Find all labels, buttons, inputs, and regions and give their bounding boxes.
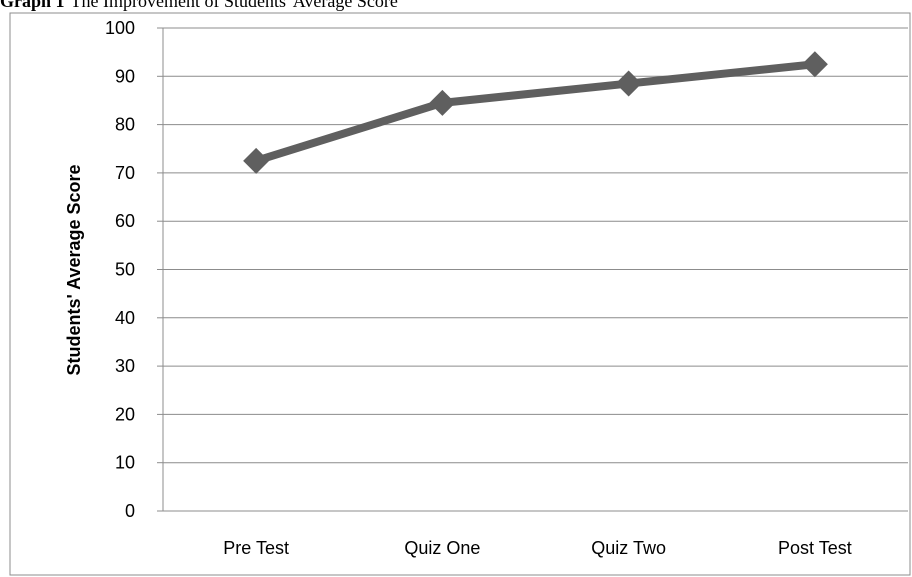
data-point-marker bbox=[615, 70, 642, 97]
y-tick-label: 70 bbox=[115, 163, 135, 183]
gridlines bbox=[163, 27, 908, 464]
y-tick-label: 50 bbox=[115, 260, 135, 280]
y-tick-label: 100 bbox=[105, 18, 135, 38]
y-tick-label: 10 bbox=[115, 453, 135, 473]
y-tick-label: 30 bbox=[115, 356, 135, 376]
y-tick-label: 60 bbox=[115, 211, 135, 231]
figure-caption-text: The Improvement of Students' Average Sco… bbox=[71, 0, 398, 11]
y-tick-label: 0 bbox=[125, 501, 135, 521]
data-point-marker bbox=[243, 147, 270, 174]
x-axis-ticks: Pre Test Quiz One Quiz Two Post Test bbox=[223, 538, 851, 558]
chart-area-frame bbox=[9, 12, 911, 576]
x-tick-label: Quiz One bbox=[404, 538, 480, 558]
figure-caption-label: Graph 1 bbox=[0, 0, 65, 11]
y-axis-title: Students' Average Score bbox=[64, 164, 84, 375]
x-tick-label: Quiz Two bbox=[591, 538, 666, 558]
series-average-score bbox=[243, 51, 828, 174]
data-point-marker bbox=[429, 89, 456, 116]
x-tick-label: Pre Test bbox=[223, 538, 289, 558]
y-axis-ticks: 0 10 20 30 40 50 60 70 80 90 100 bbox=[105, 18, 163, 521]
x-tick-label: Post Test bbox=[778, 538, 852, 558]
y-tick-label: 80 bbox=[115, 115, 135, 135]
series-line bbox=[252, 60, 819, 165]
figure-caption: Graph 1 The Improvement of Students' Aver… bbox=[0, 0, 398, 11]
y-tick-label: 40 bbox=[115, 308, 135, 328]
data-point-marker bbox=[801, 51, 828, 78]
y-tick-label: 20 bbox=[115, 404, 135, 424]
y-tick-label: 90 bbox=[115, 66, 135, 86]
